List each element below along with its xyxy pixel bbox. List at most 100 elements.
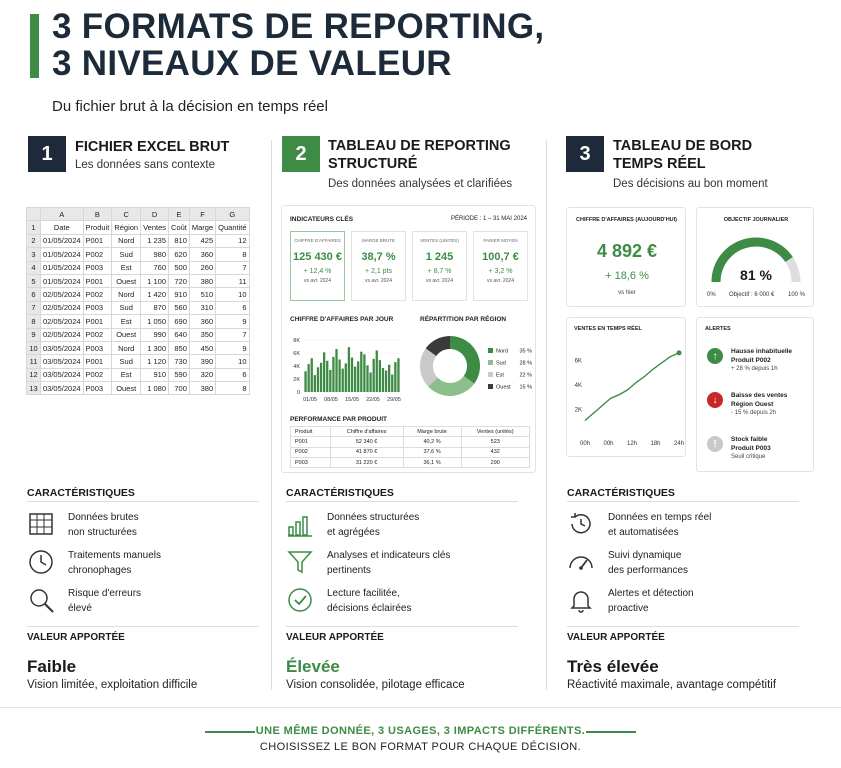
bar xyxy=(397,358,400,392)
excel-cell: 350 xyxy=(188,327,217,342)
daily-goal-gauge xyxy=(711,237,801,283)
excel-cell: 1 420 xyxy=(140,287,170,302)
realtime-sales-title: VENTES EN TEMPS RÉEL xyxy=(574,326,642,332)
excel-row: 10 03/05/2024 P003 Nord 1 300 850 450 9 xyxy=(26,340,250,356)
excel-row: 4 01/05/2024 P003 Est 760 500 260 7 xyxy=(26,260,250,275)
bell-icon xyxy=(567,586,595,614)
excel-cell: 01/05/2024 xyxy=(40,233,84,249)
alerts-card: ALERTES ↑ Hausse inhabituelle Produit P002… xyxy=(696,317,814,472)
bar xyxy=(319,362,323,392)
excel-cell: 870 xyxy=(140,300,170,316)
excel-column-letter: C xyxy=(111,206,142,222)
ca-today-card: CHIFFRE D'AFFAIRES (AUJOURD'HUI) 4 892 €… xyxy=(566,207,686,307)
perf-row: P002 41 870 €37,6 % 432 xyxy=(290,446,530,458)
alert-item[interactable]: Stock faible Produit P003 Seuil critique xyxy=(731,436,771,462)
section-divider xyxy=(286,501,518,502)
perf-cell: 37,6 % xyxy=(402,446,462,458)
donut-slice xyxy=(425,336,450,357)
section-divider xyxy=(567,626,799,627)
excel-cell: 720 xyxy=(168,273,190,289)
perf-header-cell: Ventes (unités) xyxy=(460,425,530,438)
characteristic-text: Alertes et détection proactive xyxy=(608,586,694,616)
pie-chart-title: RÉPARTITION PAR RÉGION xyxy=(420,316,507,323)
value-heading: VALEUR APPORTÉE xyxy=(286,632,384,643)
characteristic-line-2: pertinents xyxy=(327,565,371,576)
excel-cell: Sud xyxy=(111,354,142,369)
excel-cell: Est xyxy=(111,260,142,275)
excel-cell: Date xyxy=(40,220,84,235)
characteristic-line-2: non structurées xyxy=(68,527,137,538)
perf-header-cell: Produit xyxy=(290,425,331,438)
excel-cell: Sud xyxy=(111,247,142,262)
check-circle-icon xyxy=(286,586,314,614)
characteristic-line-2: élevé xyxy=(68,603,92,614)
perf-header-cell: Marge brute xyxy=(402,425,462,438)
excel-cell: 910 xyxy=(168,287,190,302)
arrow-down-icon: ↓ xyxy=(707,392,723,408)
excel-cell: 590 xyxy=(168,367,190,383)
perf-cell: P001 xyxy=(290,436,331,448)
legend-label: Est xyxy=(496,373,504,379)
footer-rule-left xyxy=(205,731,255,733)
bar xyxy=(310,358,313,392)
bar xyxy=(391,374,394,392)
kpi-delta: + 8,7 % xyxy=(427,268,452,275)
excel-cell: 9 xyxy=(215,340,250,356)
excel-cell: 700 xyxy=(168,381,190,396)
excel-cell: 03/05/2024 xyxy=(40,381,84,396)
bar xyxy=(307,364,310,392)
realtime-sales-line-chart: 2K 4K 6K 00h 00h 12h 18h 24h xyxy=(575,350,684,447)
value-level: Faible xyxy=(27,657,77,676)
perf-cell: 40,2 % xyxy=(402,436,462,448)
period-label: PÉRIODE : 1 – 31 MAI 2024 xyxy=(450,216,527,222)
page-title: 3 FORMATS DE REPORTING, 3 NIVEAUX DE VAL… xyxy=(52,8,544,82)
kpi-value: 125 430 € xyxy=(293,251,342,263)
excel-cell: 360 xyxy=(188,314,217,329)
ca-today-delta: + 18,6 % xyxy=(605,270,649,282)
bar xyxy=(369,372,372,392)
value-heading: VALEUR APPORTÉE xyxy=(567,632,665,643)
excel-cell: 8 xyxy=(215,247,250,262)
excel-cell: 01/05/2024 xyxy=(40,260,84,275)
kpi-card[interactable]: VENTES (UNITÉS) 1 245 + 8,7 % vs avr. 2024 xyxy=(412,231,467,301)
excel-cell: Marge xyxy=(188,220,217,235)
line-y-tick-label: 4K xyxy=(575,383,582,389)
bar xyxy=(381,367,385,392)
excel-cell: 6 xyxy=(215,300,250,316)
excel-cell: 01/05/2024 xyxy=(40,273,84,289)
alert-item[interactable]: Hausse inhabituelle Produit P002 + 28 % de… xyxy=(731,348,792,374)
clock-icon xyxy=(27,548,55,576)
kpi-delta: + 12,4 % xyxy=(303,268,332,275)
characteristics-heading: CARACTÉRISTIQUES xyxy=(567,487,675,499)
kpi-note: vs avr. 2024 xyxy=(304,278,331,284)
kpi-card[interactable]: CHIFFRE D'AFFAIRES 125 430 € + 12,4 % vs av… xyxy=(290,231,345,301)
excel-cell: 690 xyxy=(168,314,190,329)
column-divider xyxy=(271,140,272,690)
excel-cell: P003 xyxy=(82,340,113,356)
alert-item[interactable]: Baisse des ventes Région Ouest - 15 % depu… xyxy=(731,392,787,418)
excel-cell: 1 120 xyxy=(140,354,170,369)
ca-today-title: CHIFFRE D'AFFAIRES (AUJOURD'HUI) xyxy=(576,217,678,223)
kpi-card[interactable]: MARGE BRUTE 38,7 % + 2,1 pts vs avr. 2024 xyxy=(351,231,406,301)
bar xyxy=(350,357,354,392)
kpi-section-title: INDICATEURS CLÉS xyxy=(290,216,354,223)
alert-title: Hausse inhabituelle xyxy=(731,348,793,355)
section-divider xyxy=(27,626,259,627)
section-divider xyxy=(286,626,518,627)
excel-cell: 620 xyxy=(168,247,190,262)
excel-cell: 425 xyxy=(188,233,217,249)
column-1-number: 1 xyxy=(28,136,66,172)
bar-x-tick-label: 29/05 xyxy=(387,397,401,403)
bar xyxy=(363,354,366,392)
legend-label: Ouest xyxy=(496,385,511,391)
excel-row-number: 2 xyxy=(26,233,41,249)
excel-cell: 8 xyxy=(215,381,250,396)
kpi-card[interactable]: PANIER MOYEN 100,7 € + 3,2 % vs avr. 2024 xyxy=(473,231,528,301)
column-1-title: FICHIER EXCEL BRUT xyxy=(75,139,230,155)
excel-column-letter: A xyxy=(40,206,84,222)
excel-row-number: 11 xyxy=(26,354,41,369)
excel-cell: Ouest xyxy=(111,273,142,289)
excel-cell: 02/05/2024 xyxy=(40,327,84,342)
excel-cell: P003 xyxy=(82,381,113,396)
excel-row-number: 12 xyxy=(26,367,41,383)
